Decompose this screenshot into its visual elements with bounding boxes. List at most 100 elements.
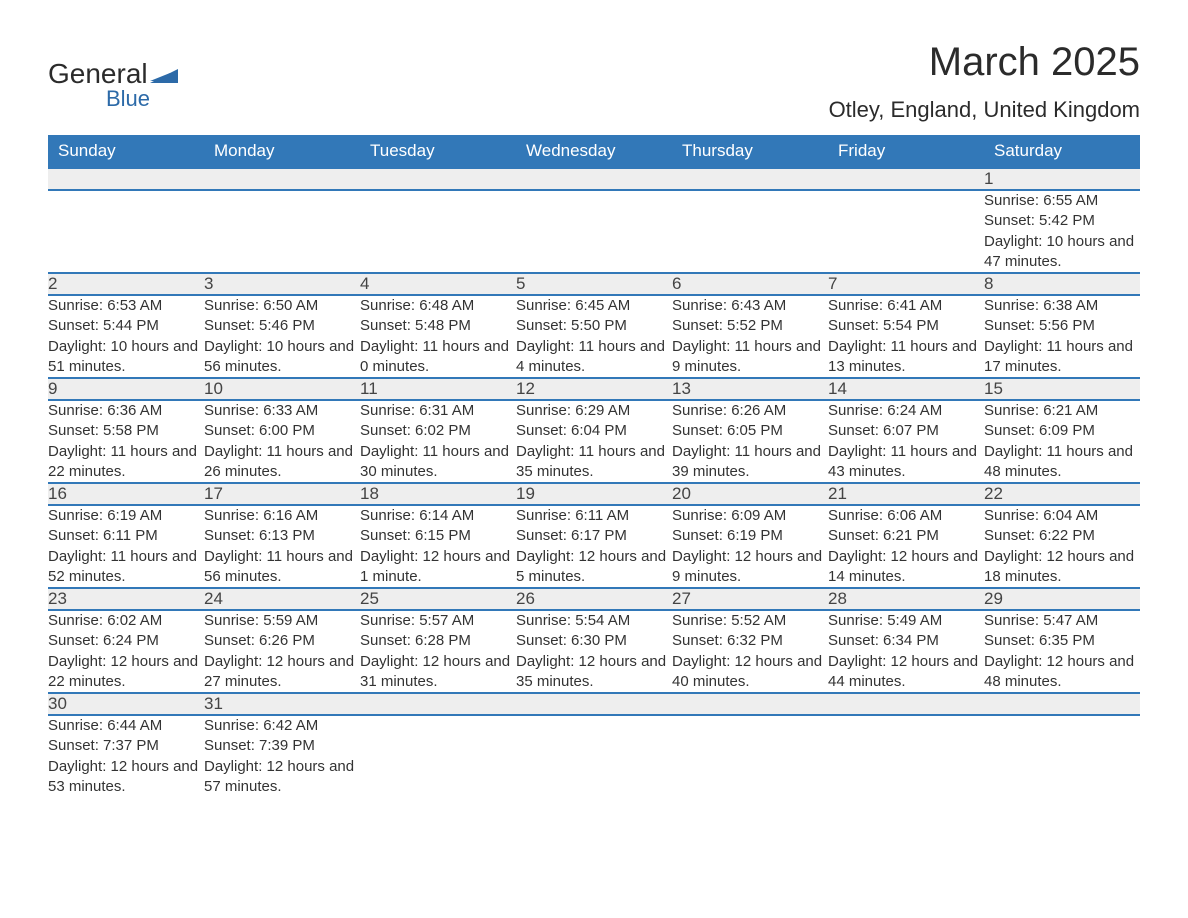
daylight-text: Daylight: 11 hours and 4 minutes.: [516, 337, 672, 378]
daylight-text: Daylight: 11 hours and 22 minutes.: [48, 442, 204, 483]
sunset-text: Sunset: 6:34 PM: [828, 631, 984, 651]
sunset-text: Sunset: 7:39 PM: [204, 736, 360, 756]
day-info-cell: Sunrise: 5:49 AMSunset: 6:34 PMDaylight:…: [828, 610, 984, 693]
daylight-text: Daylight: 12 hours and 22 minutes.: [48, 652, 204, 693]
sunset-text: Sunset: 6:13 PM: [204, 526, 360, 546]
day-number-cell: 8: [984, 273, 1140, 295]
sunset-text: Sunset: 5:56 PM: [984, 316, 1140, 336]
sunset-text: Sunset: 6:02 PM: [360, 421, 516, 441]
sunset-text: Sunset: 6:09 PM: [984, 421, 1140, 441]
weekday-header: Thursday: [672, 135, 828, 168]
day-info-cell: Sunrise: 6:45 AMSunset: 5:50 PMDaylight:…: [516, 295, 672, 378]
day-number-cell: [672, 168, 828, 190]
day-number-cell: 11: [360, 378, 516, 400]
daylight-text: Daylight: 12 hours and 18 minutes.: [984, 547, 1140, 588]
sunset-text: Sunset: 5:58 PM: [48, 421, 204, 441]
day-info-cell: Sunrise: 5:57 AMSunset: 6:28 PMDaylight:…: [360, 610, 516, 693]
daylight-text: Daylight: 12 hours and 9 minutes.: [672, 547, 828, 588]
daylight-text: Daylight: 12 hours and 5 minutes.: [516, 547, 672, 588]
daylight-text: Daylight: 11 hours and 9 minutes.: [672, 337, 828, 378]
day-info-row: Sunrise: 6:53 AMSunset: 5:44 PMDaylight:…: [48, 295, 1140, 378]
day-info-cell: Sunrise: 5:52 AMSunset: 6:32 PMDaylight:…: [672, 610, 828, 693]
day-info-cell: Sunrise: 5:59 AMSunset: 6:26 PMDaylight:…: [204, 610, 360, 693]
sunset-text: Sunset: 5:46 PM: [204, 316, 360, 336]
day-number-cell: 4: [360, 273, 516, 295]
day-number-cell: 17: [204, 483, 360, 505]
sunrise-text: Sunrise: 6:02 AM: [48, 611, 204, 631]
calendar-table: Sunday Monday Tuesday Wednesday Thursday…: [48, 135, 1140, 797]
sunrise-text: Sunrise: 5:59 AM: [204, 611, 360, 631]
day-info-row: Sunrise: 6:55 AMSunset: 5:42 PMDaylight:…: [48, 190, 1140, 273]
day-info-cell: [828, 190, 984, 273]
day-number-cell: 13: [672, 378, 828, 400]
day-info-cell: Sunrise: 6:06 AMSunset: 6:21 PMDaylight:…: [828, 505, 984, 588]
sunset-text: Sunset: 6:35 PM: [984, 631, 1140, 651]
day-info-cell: Sunrise: 6:36 AMSunset: 5:58 PMDaylight:…: [48, 400, 204, 483]
weekday-header: Saturday: [984, 135, 1140, 168]
day-number-row: 1: [48, 168, 1140, 190]
day-info-row: Sunrise: 6:02 AMSunset: 6:24 PMDaylight:…: [48, 610, 1140, 693]
sunrise-text: Sunrise: 6:36 AM: [48, 401, 204, 421]
sunrise-text: Sunrise: 6:24 AM: [828, 401, 984, 421]
day-info-cell: Sunrise: 6:16 AMSunset: 6:13 PMDaylight:…: [204, 505, 360, 588]
day-info-cell: [672, 715, 828, 797]
sunrise-text: Sunrise: 6:19 AM: [48, 506, 204, 526]
day-number-cell: 26: [516, 588, 672, 610]
daylight-text: Daylight: 12 hours and 40 minutes.: [672, 652, 828, 693]
day-number-cell: 9: [48, 378, 204, 400]
daylight-text: Daylight: 11 hours and 56 minutes.: [204, 547, 360, 588]
day-number-cell: 2: [48, 273, 204, 295]
day-info-cell: Sunrise: 6:42 AMSunset: 7:39 PMDaylight:…: [204, 715, 360, 797]
day-number-cell: 14: [828, 378, 984, 400]
day-number-cell: 22: [984, 483, 1140, 505]
day-number-cell: 3: [204, 273, 360, 295]
brand-sub: Blue: [106, 88, 178, 110]
daylight-text: Daylight: 12 hours and 57 minutes.: [204, 757, 360, 798]
day-info-row: Sunrise: 6:36 AMSunset: 5:58 PMDaylight:…: [48, 400, 1140, 483]
sunrise-text: Sunrise: 5:54 AM: [516, 611, 672, 631]
day-info-cell: Sunrise: 6:31 AMSunset: 6:02 PMDaylight:…: [360, 400, 516, 483]
day-number-cell: [828, 693, 984, 715]
day-info-cell: Sunrise: 6:19 AMSunset: 6:11 PMDaylight:…: [48, 505, 204, 588]
sunset-text: Sunset: 6:11 PM: [48, 526, 204, 546]
day-number-cell: [828, 168, 984, 190]
daylight-text: Daylight: 10 hours and 51 minutes.: [48, 337, 204, 378]
sunrise-text: Sunrise: 6:50 AM: [204, 296, 360, 316]
weekday-header: Wednesday: [516, 135, 672, 168]
daylight-text: Daylight: 11 hours and 0 minutes.: [360, 337, 516, 378]
sunset-text: Sunset: 5:48 PM: [360, 316, 516, 336]
day-info-cell: [984, 715, 1140, 797]
logo-icon: [150, 60, 178, 88]
daylight-text: Daylight: 11 hours and 48 minutes.: [984, 442, 1140, 483]
weekday-header: Tuesday: [360, 135, 516, 168]
daylight-text: Daylight: 11 hours and 30 minutes.: [360, 442, 516, 483]
day-info-cell: [204, 190, 360, 273]
sunset-text: Sunset: 5:42 PM: [984, 211, 1140, 231]
day-number-cell: [360, 693, 516, 715]
sunrise-text: Sunrise: 6:43 AM: [672, 296, 828, 316]
sunrise-text: Sunrise: 6:11 AM: [516, 506, 672, 526]
sunset-text: Sunset: 6:28 PM: [360, 631, 516, 651]
day-number-cell: 30: [48, 693, 204, 715]
daylight-text: Daylight: 10 hours and 56 minutes.: [204, 337, 360, 378]
sunrise-text: Sunrise: 6:06 AM: [828, 506, 984, 526]
day-number-cell: [984, 693, 1140, 715]
daylight-text: Daylight: 11 hours and 43 minutes.: [828, 442, 984, 483]
sunset-text: Sunset: 6:24 PM: [48, 631, 204, 651]
day-info-cell: Sunrise: 6:38 AMSunset: 5:56 PMDaylight:…: [984, 295, 1140, 378]
day-number-cell: [204, 168, 360, 190]
day-info-cell: Sunrise: 5:54 AMSunset: 6:30 PMDaylight:…: [516, 610, 672, 693]
sunset-text: Sunset: 6:22 PM: [984, 526, 1140, 546]
location: Otley, England, United Kingdom: [829, 97, 1140, 123]
day-info-cell: Sunrise: 6:50 AMSunset: 5:46 PMDaylight:…: [204, 295, 360, 378]
sunrise-text: Sunrise: 6:48 AM: [360, 296, 516, 316]
day-info-cell: [828, 715, 984, 797]
sunset-text: Sunset: 5:50 PM: [516, 316, 672, 336]
day-number-cell: [360, 168, 516, 190]
sunrise-text: Sunrise: 6:09 AM: [672, 506, 828, 526]
day-number-cell: 19: [516, 483, 672, 505]
sunrise-text: Sunrise: 6:42 AM: [204, 716, 360, 736]
daylight-text: Daylight: 12 hours and 44 minutes.: [828, 652, 984, 693]
daylight-text: Daylight: 11 hours and 35 minutes.: [516, 442, 672, 483]
sunset-text: Sunset: 6:17 PM: [516, 526, 672, 546]
